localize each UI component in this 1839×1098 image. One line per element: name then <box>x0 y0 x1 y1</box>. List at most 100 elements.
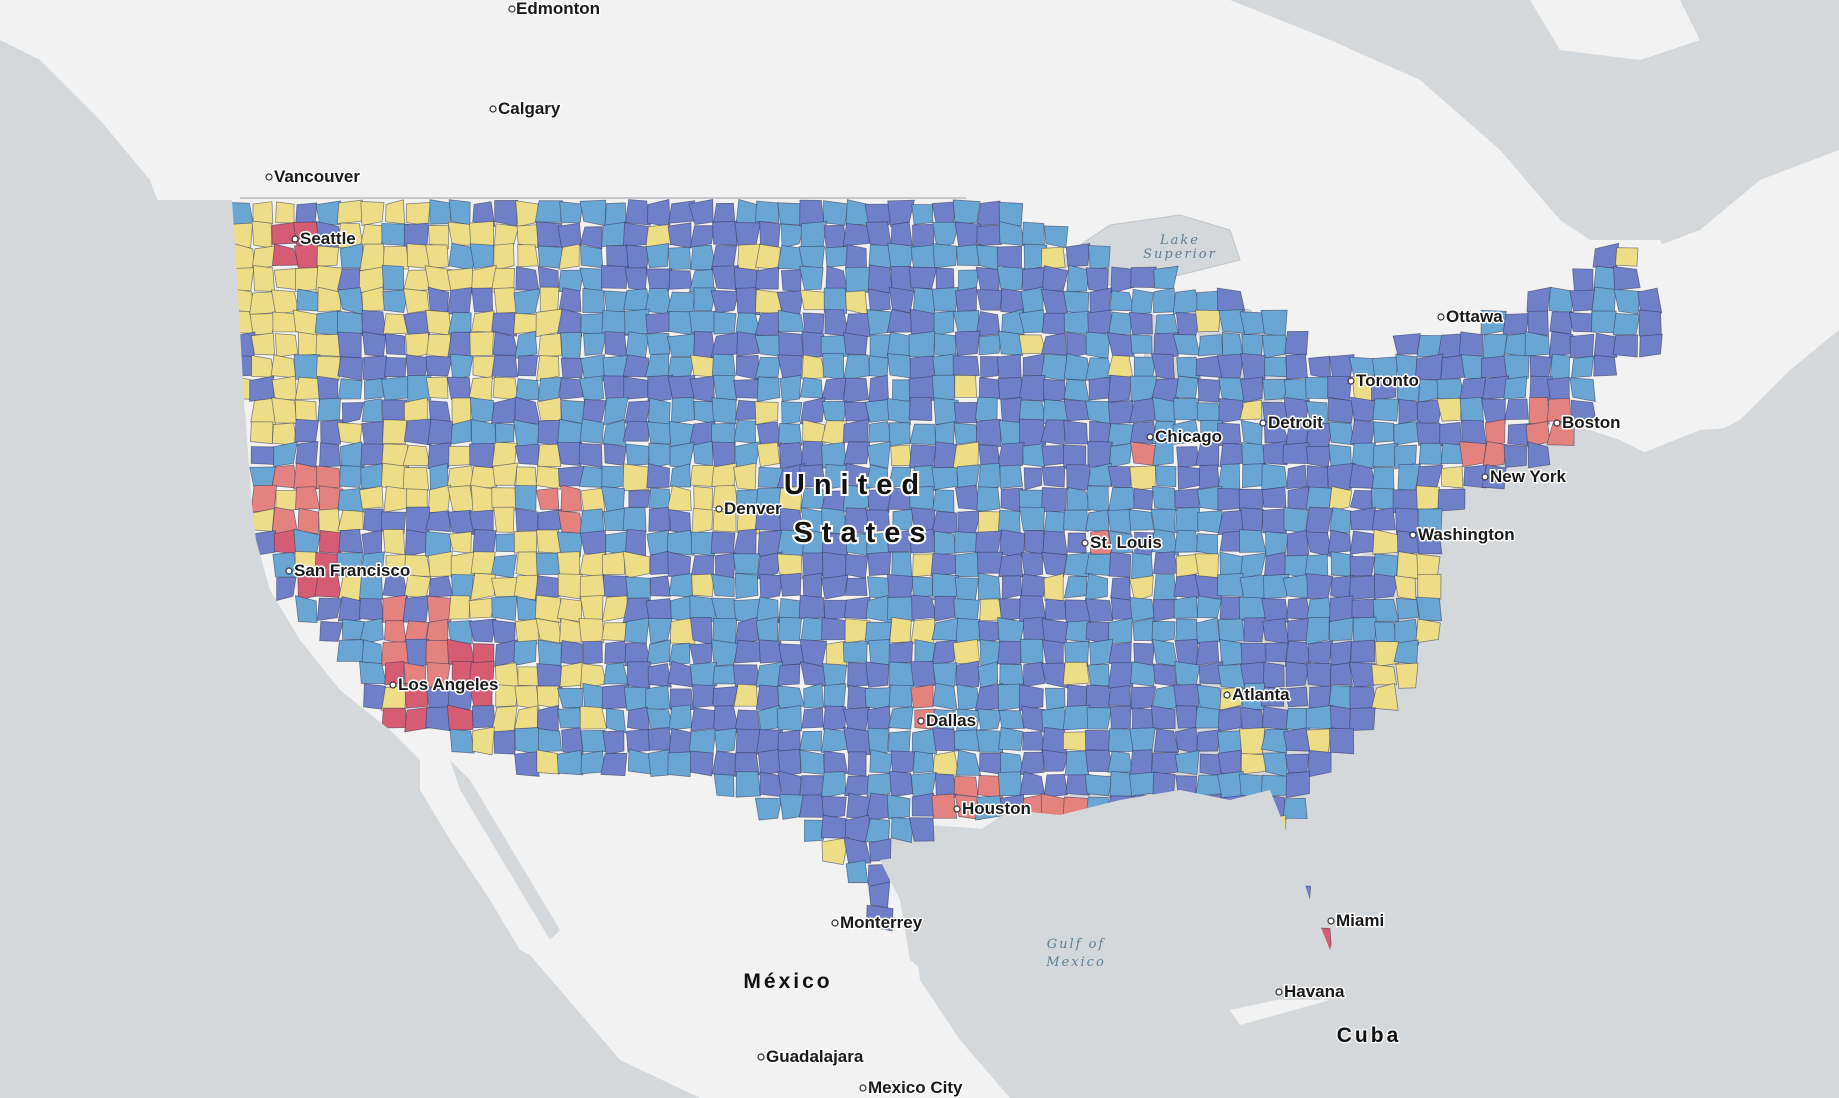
county-region[interactable] <box>579 595 604 622</box>
county-region[interactable] <box>930 553 957 577</box>
county-region[interactable] <box>557 269 585 293</box>
county-region[interactable] <box>933 595 957 622</box>
county-region[interactable] <box>1260 686 1285 707</box>
county-region[interactable] <box>911 204 934 225</box>
county-region[interactable] <box>1018 399 1047 423</box>
county-region[interactable] <box>1174 749 1200 776</box>
county-region[interactable] <box>579 226 603 250</box>
county-region[interactable] <box>1064 750 1090 776</box>
county-region[interactable] <box>1260 728 1289 754</box>
county-region[interactable] <box>515 508 539 535</box>
county-region[interactable] <box>799 289 826 311</box>
county-region[interactable] <box>780 269 802 293</box>
county-region[interactable] <box>1639 333 1663 358</box>
county-region[interactable] <box>1044 598 1068 620</box>
county-region[interactable] <box>825 464 850 490</box>
county-region[interactable] <box>996 353 1022 382</box>
county-region[interactable] <box>977 708 1003 731</box>
county-region[interactable] <box>1108 530 1134 554</box>
county-region[interactable] <box>820 814 849 839</box>
county-region[interactable] <box>822 551 847 579</box>
county-region[interactable] <box>668 704 692 731</box>
county-region[interactable] <box>646 333 671 355</box>
county-region[interactable] <box>490 576 519 598</box>
county-region[interactable] <box>910 618 936 644</box>
county-region[interactable] <box>953 775 979 798</box>
county-region[interactable] <box>315 465 342 490</box>
county-region[interactable] <box>1217 572 1244 597</box>
county-region[interactable] <box>1152 599 1176 622</box>
county-region[interactable] <box>491 595 518 621</box>
county-region[interactable] <box>1041 487 1068 513</box>
county-region[interactable] <box>492 376 519 401</box>
county-region[interactable] <box>667 751 693 778</box>
county-region[interactable] <box>1152 639 1178 667</box>
county-region[interactable] <box>692 440 714 467</box>
county-region[interactable] <box>358 597 385 622</box>
county-region[interactable] <box>1593 354 1618 377</box>
county-region[interactable] <box>1107 374 1132 404</box>
city-ottawa[interactable]: Ottawa <box>1437 306 1505 328</box>
county-region[interactable] <box>976 224 1003 247</box>
county-region[interactable] <box>646 198 671 228</box>
county-region[interactable] <box>886 574 915 601</box>
city-st-louis[interactable]: St. Louis <box>1081 532 1163 554</box>
county-region[interactable] <box>1283 686 1309 708</box>
county-region[interactable] <box>1396 551 1421 580</box>
county-region[interactable] <box>1041 465 1066 488</box>
county-region[interactable] <box>1304 506 1334 535</box>
county-region[interactable] <box>382 419 407 445</box>
county-region[interactable] <box>319 620 344 642</box>
county-region[interactable] <box>470 572 497 601</box>
county-region[interactable] <box>887 353 913 379</box>
county-region[interactable] <box>337 596 362 622</box>
county-region[interactable] <box>1503 354 1530 382</box>
city-los-angeles[interactable]: Los Angeles <box>389 674 500 696</box>
county-region[interactable] <box>560 484 583 513</box>
county-region[interactable] <box>956 243 982 267</box>
county-region[interactable] <box>865 464 889 489</box>
county-region[interactable] <box>337 356 364 382</box>
county-region[interactable] <box>1352 616 1377 644</box>
county-region[interactable] <box>865 792 891 822</box>
county-region[interactable] <box>1084 774 1114 797</box>
county-region[interactable] <box>977 572 1001 601</box>
county-region[interactable] <box>668 270 693 290</box>
county-region[interactable] <box>1285 771 1310 799</box>
county-region[interactable] <box>1217 705 1242 733</box>
county-region[interactable] <box>1327 397 1355 424</box>
county-region[interactable] <box>320 419 344 445</box>
county-region[interactable] <box>363 508 384 534</box>
county-region[interactable] <box>844 577 868 596</box>
county-region[interactable] <box>710 531 736 554</box>
county-region[interactable] <box>1216 353 1245 382</box>
county-region[interactable] <box>1374 573 1400 599</box>
county-region[interactable] <box>1349 490 1373 512</box>
county-region[interactable] <box>1063 378 1090 403</box>
county-region[interactable] <box>952 199 981 226</box>
county-region[interactable] <box>777 616 802 642</box>
county-region[interactable] <box>1021 573 1047 598</box>
county-region[interactable] <box>821 441 848 469</box>
county-region[interactable] <box>1330 551 1354 577</box>
county-region[interactable] <box>976 289 1004 311</box>
county-region[interactable] <box>446 704 474 732</box>
county-region[interactable] <box>803 682 824 709</box>
county-region[interactable] <box>889 616 912 644</box>
county-region[interactable] <box>802 312 825 337</box>
county-region[interactable] <box>624 617 650 645</box>
county-region[interactable] <box>380 375 410 402</box>
county-region[interactable] <box>1529 355 1553 379</box>
county-region[interactable] <box>1261 463 1288 491</box>
county-region[interactable] <box>425 244 449 269</box>
county-region[interactable] <box>1286 464 1308 490</box>
county-region[interactable] <box>843 836 872 864</box>
county-region[interactable] <box>821 400 848 424</box>
county-region[interactable] <box>1526 286 1552 314</box>
county-region[interactable] <box>1151 528 1180 556</box>
county-region[interactable] <box>980 356 1000 379</box>
county-region[interactable] <box>868 355 889 378</box>
county-region[interactable] <box>1000 397 1023 424</box>
county-region[interactable] <box>1638 309 1662 337</box>
county-region[interactable] <box>402 595 430 623</box>
